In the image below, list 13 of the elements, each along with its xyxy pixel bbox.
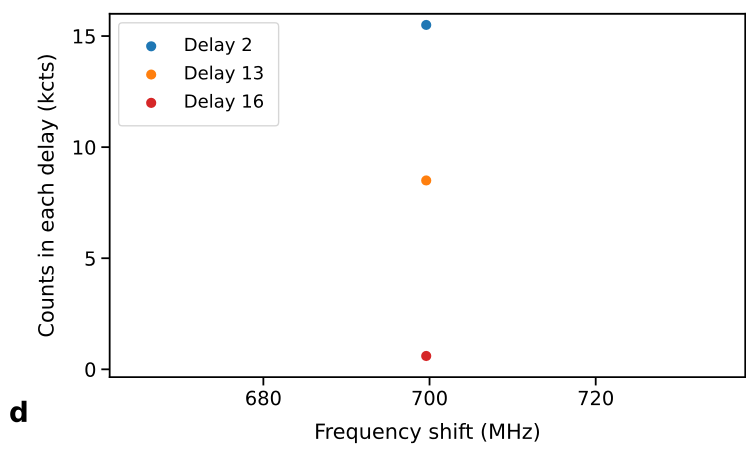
y-tick-label: 15: [74, 29, 95, 44]
y-tick-label: 0: [85, 362, 96, 377]
y-tick-label: 5: [86, 251, 95, 266]
x-axis-title: Frequency shift (MHz): [316, 423, 540, 444]
text: d: [10, 400, 27, 422]
legend-label: Delay 2: [185, 37, 251, 55]
y-axis-title: Counts in each delay (kcts): [38, 55, 58, 336]
x-tick-label: 700: [412, 390, 447, 406]
y-tick-label: 10: [74, 140, 96, 155]
x-tick-label: 720: [578, 390, 613, 406]
legend-label: Delay 13: [185, 66, 263, 84]
legend-label: Delay 16: [185, 94, 264, 112]
x-tick-label: 680: [246, 390, 281, 406]
